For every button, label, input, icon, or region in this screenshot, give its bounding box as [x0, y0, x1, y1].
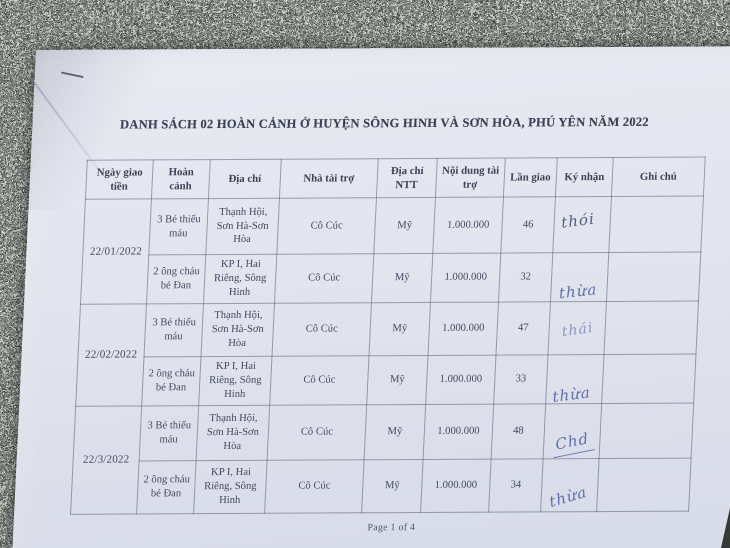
signature-handwriting: thừa — [547, 482, 590, 512]
note-cell — [596, 458, 692, 512]
header-ghi-chu: Ghi chú — [611, 156, 706, 197]
header-ky-nhan: Ký nhận — [555, 157, 614, 197]
page-footer: Page 1 of 4 — [367, 522, 416, 534]
signature-cell: Chd — [543, 403, 602, 459]
signature-cell: thừa — [545, 354, 604, 406]
table-header-row: Ngày giao tiền Hoàn cảnh Địa chỉ Nhà tài… — [85, 156, 706, 200]
address-cell: Thạnh Hội, Sơn Hà-Sơn Hòa — [200, 303, 275, 357]
amount-cell: 1.000.000 — [430, 253, 501, 303]
table-row: 2 ông cháu bé Đan KP I, Hai Riêng, Sông … — [71, 458, 692, 514]
note-cell — [599, 403, 694, 459]
sponsor-cell: Cô Cúc — [264, 459, 365, 514]
signature-cell: thói — [552, 196, 612, 253]
signature-cell: thái — [547, 301, 607, 355]
date-cell: 22/02/2022 — [75, 303, 147, 407]
sponsor-address-cell: Mỹ — [373, 197, 436, 254]
paper-sheet: DANH SÁCH 02 HOÀN CẢNH Ở HUYỆN SÔNG HINH… — [8, 45, 730, 548]
amount-cell: 1.000.000 — [425, 355, 496, 405]
case-cell: 2 ông cháu bé Đan — [136, 460, 197, 514]
note-cell — [608, 196, 704, 253]
sponsor-address-cell: Mỹ — [368, 302, 431, 356]
table-row: 2 ông cháu bé Đan KP I, Hai Riêng, Sông … — [76, 354, 696, 406]
sponsor-cell: Cô Cúc — [271, 302, 372, 357]
amount-cell: 1.000.000 — [432, 197, 504, 254]
case-cell: 3 Bé thiếu máu — [139, 405, 199, 461]
signature-handwriting: thái — [560, 319, 594, 341]
address-cell: KP I, Hai Riêng, Sông Hinh — [193, 460, 268, 514]
sponsor-cell: Cô Cúc — [274, 253, 374, 304]
sponsor-cell: Cô Cúc — [267, 404, 367, 461]
signature-cell: thừa — [550, 252, 609, 302]
batch-cell: 32 — [498, 252, 553, 303]
batch-cell: 47 — [495, 301, 551, 356]
signature-cell: thừa — [540, 458, 600, 512]
address-cell: Thạnh Hội, Sơn Hà-Sơn Hòa — [196, 405, 270, 461]
paper-crease-line — [29, 76, 118, 196]
header-dia-chi-ntt: Địa chỉ NTT — [376, 158, 438, 198]
sponsor-address-cell: Mỹ — [366, 355, 428, 405]
batch-cell: 33 — [493, 354, 548, 405]
sponsor-cell: Cô Cúc — [269, 355, 369, 406]
case-cell: 3 Bé thiếu máu — [143, 303, 204, 357]
address-cell: KP I, Hai Riêng, Sông Hinh — [203, 254, 277, 304]
table-row: 2 ông cháu bé Đan KP I, Hai Riêng, Sông … — [80, 252, 701, 304]
donation-table: Ngày giao tiền Hoàn cảnh Địa chỉ Nhà tài… — [70, 156, 706, 515]
case-cell: 2 ông cháu bé Đan — [146, 254, 206, 304]
amount-cell: 1.000.000 — [427, 302, 499, 356]
signature-handwriting: thói — [560, 209, 596, 232]
table-row: 22/02/2022 3 Bé thiếu máu Thạnh Hội, Sơn… — [75, 301, 699, 407]
granite-corner-bottom-right — [721, 508, 730, 548]
note-cell — [601, 354, 696, 404]
amount-cell: 1.000.000 — [420, 459, 492, 513]
sponsor-address-cell: Mỹ — [361, 459, 424, 513]
address-cell: Thạnh Hội, Sơn Hà-Sơn Hòa — [205, 198, 280, 255]
pen-mark — [60, 71, 84, 79]
sponsor-address-cell: Mỹ — [364, 404, 426, 460]
note-cell — [606, 252, 701, 302]
batch-cell: 48 — [491, 403, 546, 460]
header-dia-chi: Địa chỉ — [208, 159, 282, 199]
date-cell: 22/01/2022 — [80, 198, 152, 305]
header-hoan-canh: Hoàn cảnh — [151, 159, 211, 199]
sponsor-address-cell: Mỹ — [371, 253, 433, 303]
batch-cell: 34 — [488, 458, 544, 513]
table-row: 22/3/2022 3 Bé thiếu máu Thạnh Hội, Sơn … — [70, 403, 694, 515]
date-cell: 22/3/2022 — [70, 405, 142, 515]
header-lan-giao: Lần giao — [503, 157, 558, 198]
header-nha-tai-tro: Nhà tài trợ — [279, 158, 379, 199]
table-row: 22/01/2022 3 Bé thiếu máu Thạnh Hội, Sơn… — [80, 196, 704, 305]
case-cell: 2 ông cháu bé Đan — [141, 356, 201, 406]
address-cell: KP I, Hai Riêng, Sông Hinh — [198, 356, 272, 406]
signature-handwriting: Chd — [549, 428, 595, 459]
sponsor-cell: Cô Cúc — [276, 197, 377, 255]
amount-cell: 1.000.000 — [423, 404, 494, 460]
document-title: DANH SÁCH 02 HOÀN CẢNH Ở HUYỆN SÔNG HINH… — [119, 114, 650, 132]
note-cell — [603, 301, 699, 355]
batch-cell: 46 — [500, 196, 556, 254]
header-noi-dung-tai-tro: Nội dung tài trợ — [435, 158, 506, 198]
case-cell: 3 Bé thiếu máu — [148, 198, 209, 255]
